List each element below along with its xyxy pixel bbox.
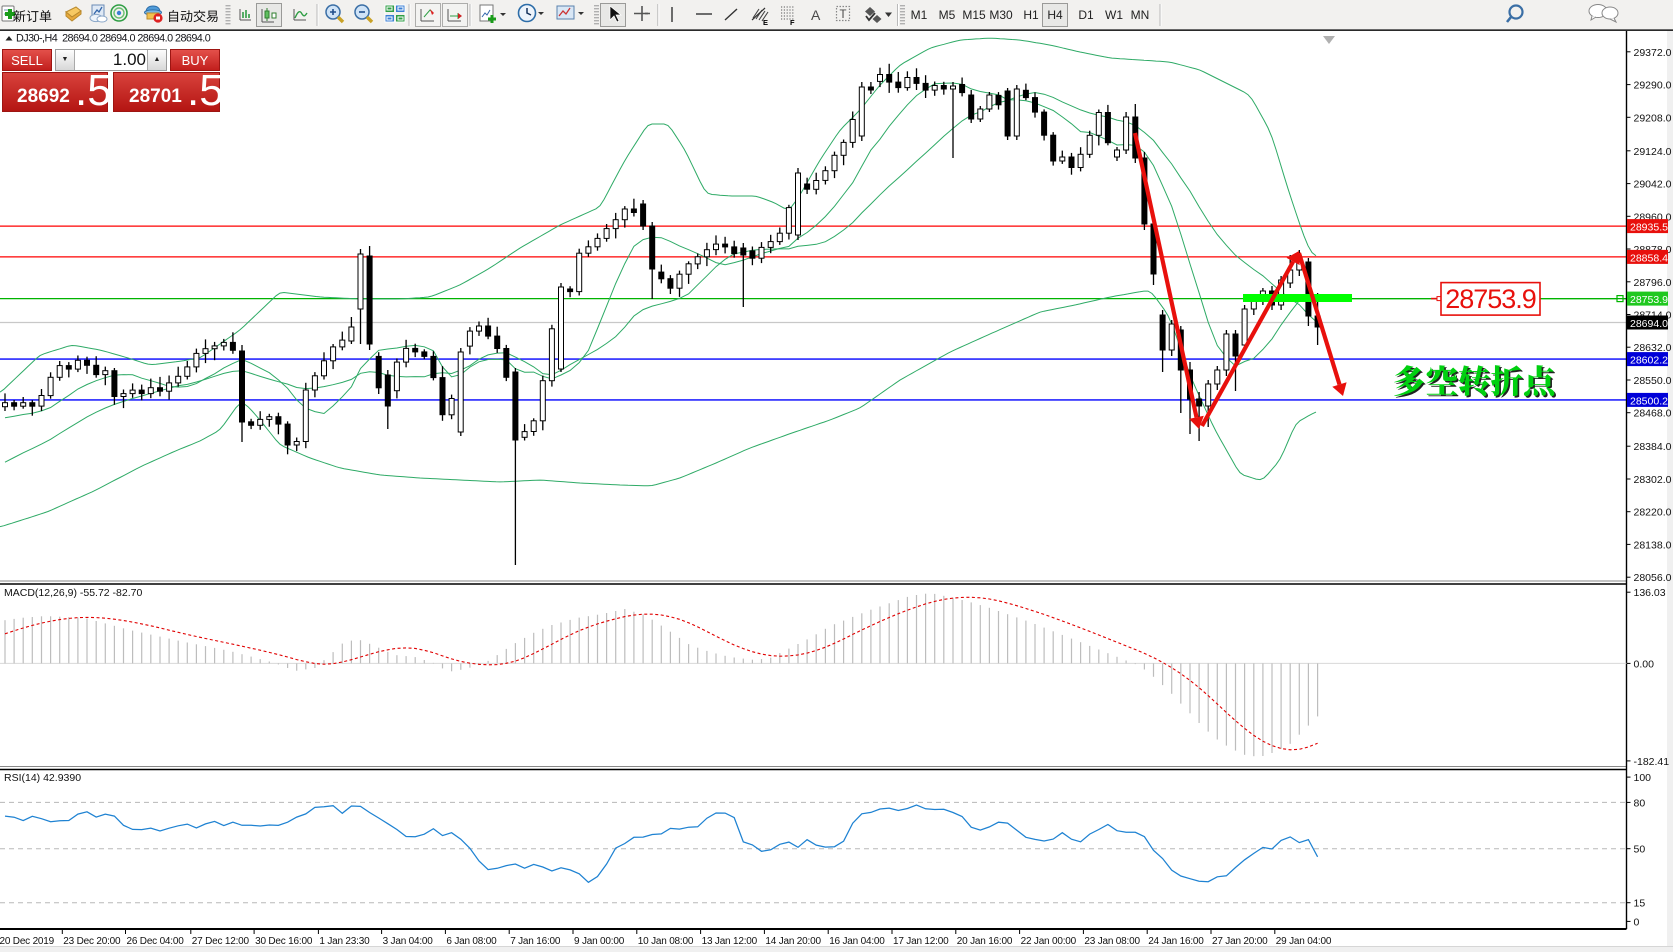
svg-text:9 Jan 00:00: 9 Jan 00:00 bbox=[574, 936, 625, 947]
svg-text:28935.5: 28935.5 bbox=[1630, 222, 1668, 234]
svg-text:3 Jan 04:00: 3 Jan 04:00 bbox=[383, 936, 434, 947]
svg-text:14 Jan 20:00: 14 Jan 20:00 bbox=[765, 936, 821, 947]
svg-text:16 Jan 04:00: 16 Jan 04:00 bbox=[829, 936, 885, 947]
svg-text:20 Dec 2019: 20 Dec 2019 bbox=[0, 936, 55, 947]
svg-text:7 Jan 16:00: 7 Jan 16:00 bbox=[510, 936, 561, 947]
svg-text:23 Jan 08:00: 23 Jan 08:00 bbox=[1084, 936, 1140, 947]
svg-text:28602.2: 28602.2 bbox=[1630, 355, 1668, 367]
svg-text:28753.9: 28753.9 bbox=[1630, 294, 1668, 306]
svg-text:-182.41: -182.41 bbox=[1634, 756, 1670, 768]
svg-text:RSI(14) 42.9390: RSI(14) 42.9390 bbox=[4, 772, 81, 784]
svg-text:13 Jan 12:00: 13 Jan 12:00 bbox=[702, 936, 758, 947]
svg-text:26 Dec 04:00: 26 Dec 04:00 bbox=[127, 936, 185, 947]
svg-text:H4: H4 bbox=[1047, 8, 1063, 22]
svg-text:50: 50 bbox=[1634, 844, 1646, 856]
svg-text:23 Dec 20:00: 23 Dec 20:00 bbox=[63, 936, 121, 947]
svg-text:28796.0: 28796.0 bbox=[1634, 277, 1672, 289]
svg-text:28384.0: 28384.0 bbox=[1634, 441, 1672, 453]
svg-text:28302.0: 28302.0 bbox=[1634, 474, 1672, 486]
svg-text:29042.0: 29042.0 bbox=[1634, 179, 1672, 191]
svg-text:29208.0: 29208.0 bbox=[1634, 112, 1672, 124]
svg-text:M1: M1 bbox=[911, 8, 928, 22]
svg-text:27 Jan 20:00: 27 Jan 20:00 bbox=[1212, 936, 1268, 947]
svg-text:100: 100 bbox=[1634, 772, 1652, 784]
svg-text:136.03: 136.03 bbox=[1634, 587, 1666, 599]
svg-text:20 Jan 16:00: 20 Jan 16:00 bbox=[957, 936, 1013, 947]
svg-text:F: F bbox=[790, 18, 795, 27]
svg-text:1 Jan 23:30: 1 Jan 23:30 bbox=[319, 936, 370, 947]
svg-text:15: 15 bbox=[1634, 898, 1646, 910]
svg-text:MACD(12,26,9) -55.72 -82.70: MACD(12,26,9) -55.72 -82.70 bbox=[4, 587, 142, 599]
svg-text:28858.4: 28858.4 bbox=[1630, 252, 1668, 264]
svg-text:17 Jan 12:00: 17 Jan 12:00 bbox=[893, 936, 949, 947]
svg-text:M30: M30 bbox=[989, 8, 1013, 22]
svg-text:22 Jan 00:00: 22 Jan 00:00 bbox=[1021, 936, 1077, 947]
svg-text:80: 80 bbox=[1634, 797, 1646, 809]
svg-text:D1: D1 bbox=[1078, 8, 1094, 22]
svg-text:28753.9: 28753.9 bbox=[1445, 284, 1536, 314]
svg-text:E: E bbox=[763, 18, 768, 27]
svg-text:29290.0: 29290.0 bbox=[1634, 80, 1672, 92]
svg-text:6 Jan 08:00: 6 Jan 08:00 bbox=[446, 936, 497, 947]
svg-text:28056.0: 28056.0 bbox=[1634, 572, 1672, 584]
svg-text:28468.0: 28468.0 bbox=[1634, 408, 1672, 420]
svg-text:28550.0: 28550.0 bbox=[1634, 375, 1672, 387]
svg-text:MN: MN bbox=[1131, 8, 1150, 22]
svg-text:27 Dec 12:00: 27 Dec 12:00 bbox=[192, 936, 250, 947]
svg-text:28220.0: 28220.0 bbox=[1634, 507, 1672, 519]
svg-text:24 Jan 16:00: 24 Jan 16:00 bbox=[1148, 936, 1204, 947]
svg-text:H1: H1 bbox=[1023, 8, 1039, 22]
svg-text:10 Jan 08:00: 10 Jan 08:00 bbox=[638, 936, 694, 947]
svg-text:29372.0: 29372.0 bbox=[1634, 47, 1672, 59]
svg-text:28500.2: 28500.2 bbox=[1630, 395, 1668, 407]
svg-text:28694.0: 28694.0 bbox=[1630, 318, 1668, 330]
svg-text:30 Dec 16:00: 30 Dec 16:00 bbox=[255, 936, 313, 947]
svg-text:M5: M5 bbox=[939, 8, 956, 22]
svg-text:DJ30-,H4 28694.0 28694.0 2869: DJ30-,H4 28694.0 28694.0 28694.0 28694.0 bbox=[16, 33, 211, 45]
svg-text:M15: M15 bbox=[962, 8, 986, 22]
svg-text:29 Jan 04:00: 29 Jan 04:00 bbox=[1276, 936, 1332, 947]
svg-text:0.00: 0.00 bbox=[1634, 658, 1655, 670]
svg-text:28632.0: 28632.0 bbox=[1634, 342, 1672, 354]
svg-text:A: A bbox=[811, 7, 821, 23]
svg-text:T: T bbox=[840, 9, 847, 21]
svg-text:29124.0: 29124.0 bbox=[1634, 146, 1672, 158]
svg-text:0: 0 bbox=[1634, 916, 1640, 928]
svg-text:W1: W1 bbox=[1105, 8, 1123, 22]
svg-text:28138.0: 28138.0 bbox=[1634, 539, 1672, 551]
